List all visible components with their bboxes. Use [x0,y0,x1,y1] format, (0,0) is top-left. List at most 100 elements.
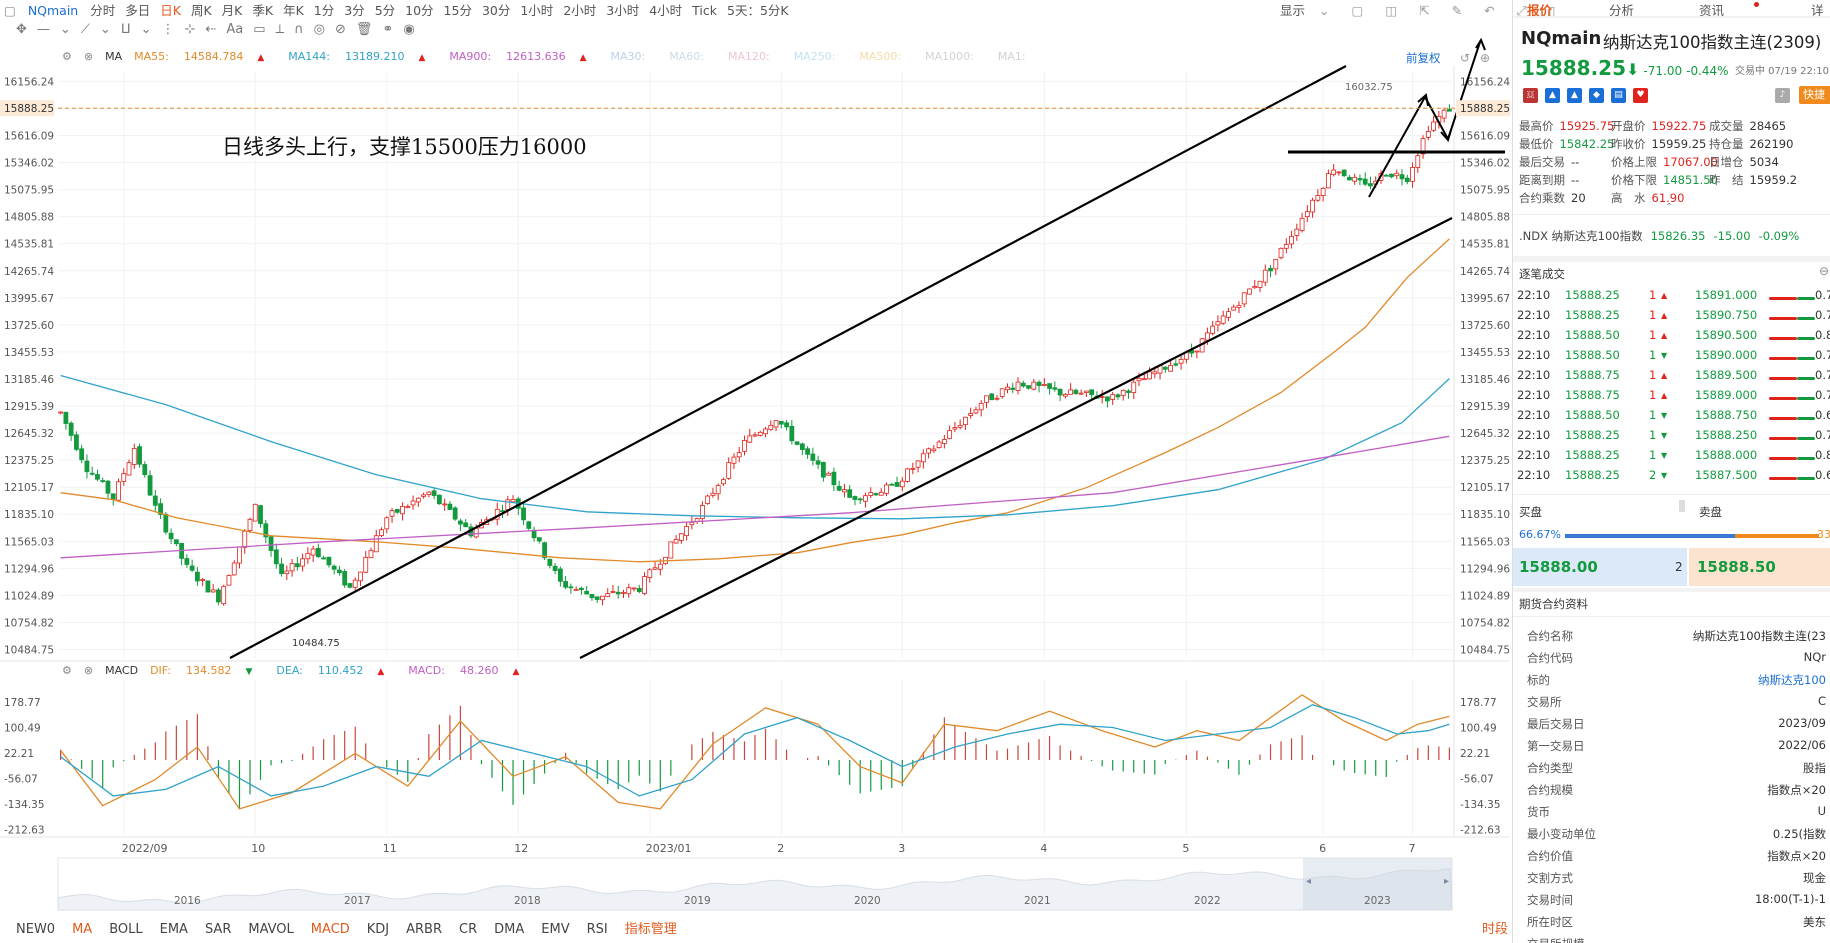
indicator-tab[interactable]: EMV [541,922,570,937]
period-tab[interactable]: 15分 [443,3,472,18]
trash-icon[interactable]: 🗑 [355,22,373,37]
line-tool-icon[interactable]: — [36,22,50,37]
period-tab[interactable]: 1小时 [520,3,554,18]
indicator-tab[interactable]: BOLL [109,922,143,937]
indicator-tab[interactable]: CR [459,922,478,937]
time-range-button[interactable]: 时段 [1482,922,1509,937]
expand-chevron-icon[interactable]: ⌃ [1665,202,1674,213]
period-tab[interactable]: Tick [692,3,718,18]
ma-legend-item[interactable]: MA1: [998,50,1038,63]
period-tab[interactable]: 分时 [90,3,116,18]
arrow-tool-icon[interactable]: ⇠ [205,22,217,37]
ma-legend-item[interactable]: MA55: 14584.784 ▲ [134,50,276,63]
period-tab[interactable]: 3小时 [606,3,640,18]
trendline-icon[interactable]: ⟋ [80,22,90,37]
fib-icon[interactable]: ⋮ [161,22,175,37]
us-flag-icon[interactable]: 🇺 [1523,88,1538,103]
gann-icon[interactable]: ⊹ [184,22,196,37]
ma-legend-item[interactable]: MA144: 13189.210 ▲ [288,50,437,63]
left-handle-icon[interactable]: ◂ [1306,876,1311,887]
crosshair-icon[interactable]: ✥ [16,22,27,37]
adjust-mode-button[interactable]: 前复权 [1406,51,1441,65]
period-tab[interactable]: 年K [283,3,304,18]
link-icon[interactable]: ⚭ [382,22,394,37]
overview-navigator[interactable]: ◂ ▸ 2016 2017 2018 2019 2020 2021 2022 2023 [57,857,1453,911]
pencil-icon[interactable]: ✎ [1451,3,1463,18]
ask-box[interactable]: 15888.50 [1689,548,1830,586]
period-tab[interactable]: 30分 [481,3,511,18]
ma-legend-item[interactable]: MA30: [611,50,658,63]
ma-legend-item[interactable]: MA1000: [925,50,986,63]
ma-legend-item[interactable]: MA500: [859,50,913,63]
period-tab[interactable]: 4小时 [649,3,683,18]
indicator-tab[interactable]: MA [72,922,93,937]
close-icon[interactable]: ⊗ [83,50,94,63]
camera-icon[interactable]: ◫ [1385,3,1398,18]
period-tab[interactable]: 2小时 [563,3,597,18]
chevron-down-icon[interactable]: ⌄ [140,22,152,37]
period-tab[interactable]: 日K [160,3,181,18]
eye-icon[interactable]: ◉ [403,22,415,37]
period-tab[interactable]: 5分 [374,3,396,18]
ma-legend-item[interactable]: MA120: [728,50,782,63]
fullscreen-icon[interactable]: ⤢ [1516,3,1527,18]
period-tab[interactable]: 季K [252,3,274,18]
close-icon[interactable]: ⊕ [1480,51,1490,65]
macd-legend-item[interactable]: DEA: 110.452 ▲ [276,664,396,677]
people-icon[interactable]: ▲ [1567,88,1582,103]
period-tab[interactable]: 周K [190,3,212,18]
period-tab[interactable]: 3分 [344,3,365,18]
ruler-icon[interactable]: ⟂ [275,22,285,37]
ma-legend-item[interactable]: MA900: 12613.636 ▲ [449,50,598,63]
quote-tab[interactable]: 详 [1811,3,1824,18]
quote-tab[interactable]: 报价 [1527,3,1553,18]
heart-icon[interactable]: ♥ [1633,88,1648,103]
overview-window[interactable] [1303,858,1452,910]
indicator-tab[interactable]: KDJ [366,922,390,937]
text-tool[interactable]: Aa [226,22,244,37]
chart-icon[interactable]: ▲ [1545,88,1560,103]
quick-trade-button[interactable]: 快捷 [1799,86,1830,104]
period-tab[interactable]: 1分 [313,3,335,18]
symbol-label[interactable]: NQmain [27,3,79,18]
indicator-tab[interactable]: SAR [204,922,232,937]
settings-icon[interactable]: ⚙ [62,50,72,63]
share-icon[interactable]: ⇱ [1419,3,1430,18]
indicator-tab[interactable]: RSI [586,922,608,937]
arc-icon[interactable]: ∩ [294,22,304,37]
period-tab[interactable]: 多日 [125,3,151,18]
period-tab[interactable]: 10分 [405,3,434,18]
circle-icon[interactable]: ◎ [313,22,326,37]
ma-legend-item[interactable]: MA250: [794,50,848,63]
settings-icon[interactable]: ⚙ [62,664,72,677]
indicator-tab[interactable]: EMA [159,922,188,937]
chevron-down-icon[interactable]: ⌄ [59,22,71,37]
scrollbar[interactable] [1679,500,1685,512]
collapse-icon[interactable]: ⊖ [1819,264,1830,278]
info-value[interactable]: 纳斯达克100 [1758,673,1826,687]
period-tab[interactable]: 5天：5分K [727,3,789,18]
macd-legend-item[interactable]: DIF: 134.582 ▼ [150,664,264,677]
chevron-down-icon[interactable]: ⌄ [99,22,111,37]
indicator-tab[interactable]: 指标管理 [624,922,677,937]
bell-icon[interactable]: ♪ [1775,88,1790,103]
right-handle-icon[interactable]: ▸ [1444,876,1449,887]
kline-chart[interactable]: 16156.24 16156.24 15888.25 15888.25 15616.09… [0,0,1510,943]
doc-icon[interactable]: ▤ [1611,88,1626,103]
indicator-tab[interactable]: DMA [494,922,525,937]
undo-icon[interactable]: ↶ [1484,3,1495,18]
period-tab[interactable]: 月K [221,3,243,18]
indicator-tab[interactable]: MACD [310,922,350,937]
bid-box[interactable]: 15888.00 2 [1513,548,1687,586]
panel-icon[interactable]: ▯ [1548,3,1556,18]
ban-icon[interactable]: ⊘ [335,22,346,37]
tag-icon[interactable]: ◆ [1589,88,1604,103]
comment-icon[interactable]: ▭ [253,22,266,37]
quote-tab[interactable]: 资讯 [1699,3,1725,18]
close-icon[interactable]: ⊗ [83,664,94,677]
settings-icon[interactable]: ↺ [1460,51,1470,65]
indicator-tab[interactable]: MAVOL [248,922,294,937]
macd-legend-item[interactable]: MACD: 48.260 ▲ [408,664,531,677]
ma-legend-item[interactable]: MA60: [669,50,716,63]
indicator-tab[interactable]: ARBR [406,922,443,937]
